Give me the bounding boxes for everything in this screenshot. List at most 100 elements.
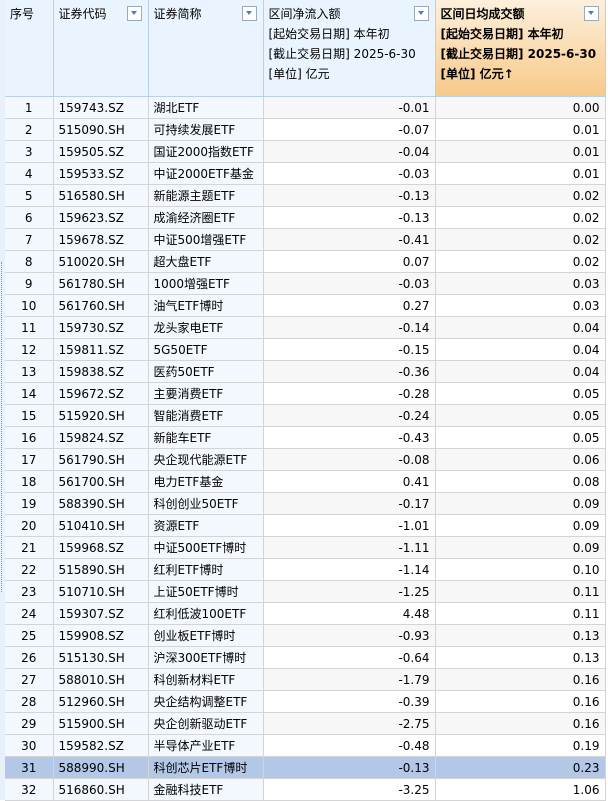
cell-seq[interactable]: 31 bbox=[5, 756, 54, 779]
cell-avg-turnover[interactable]: 0.00 bbox=[435, 96, 606, 119]
table-row[interactable]: 7 159678.SZ 中证500增强ETF -0.41 0.02 bbox=[5, 228, 606, 251]
cell-inflow[interactable]: -1.01 bbox=[263, 514, 436, 537]
cell-seq[interactable]: 13 bbox=[5, 360, 54, 383]
cell-code[interactable]: 588390.SH bbox=[53, 492, 149, 515]
cell-name[interactable]: 上证50ETF博时 bbox=[148, 580, 264, 603]
cell-inflow[interactable]: -0.28 bbox=[263, 382, 436, 405]
cell-name[interactable]: 中证500增强ETF bbox=[148, 228, 264, 251]
cell-seq[interactable]: 18 bbox=[5, 470, 54, 493]
cell-code[interactable]: 159908.SZ bbox=[53, 624, 149, 647]
cell-inflow[interactable]: -0.14 bbox=[263, 316, 436, 339]
cell-avg-turnover[interactable]: 0.02 bbox=[435, 228, 606, 251]
cell-name[interactable]: 金融科技ETF bbox=[148, 778, 264, 801]
cell-name[interactable]: 龙头家电ETF bbox=[148, 316, 264, 339]
cell-name[interactable]: 新能车ETF bbox=[148, 426, 264, 449]
cell-inflow[interactable]: -1.79 bbox=[263, 668, 436, 691]
header-avg-turnover[interactable]: 区间日均成交额 [起始交易日期] 本年初 [截止交易日期] 2025-6-30 … bbox=[435, 0, 606, 97]
cell-code[interactable]: 159968.SZ bbox=[53, 536, 149, 559]
cell-code[interactable]: 159730.SZ bbox=[53, 316, 149, 339]
cell-seq[interactable]: 30 bbox=[5, 734, 54, 757]
cell-code[interactable]: 588990.SH bbox=[53, 756, 149, 779]
table-row[interactable]: 25 159908.SZ 创业板ETF博时 -0.93 0.13 bbox=[5, 624, 606, 647]
header-code[interactable]: 证券代码 bbox=[53, 0, 149, 97]
cell-code[interactable]: 159838.SZ bbox=[53, 360, 149, 383]
cell-avg-turnover[interactable]: 0.04 bbox=[435, 360, 606, 383]
table-row[interactable]: 6 159623.SZ 成渝经济圈ETF -0.13 0.02 bbox=[5, 206, 606, 229]
cell-inflow[interactable]: -1.14 bbox=[263, 558, 436, 581]
cell-name[interactable]: 中证500ETF博时 bbox=[148, 536, 264, 559]
cell-avg-turnover[interactable]: 0.03 bbox=[435, 272, 606, 295]
cell-name[interactable]: 中证2000ETF基金 bbox=[148, 162, 264, 185]
cell-name[interactable]: 新能源主题ETF bbox=[148, 184, 264, 207]
table-row[interactable]: 13 159838.SZ 医药50ETF -0.36 0.04 bbox=[5, 360, 606, 383]
cell-seq[interactable]: 17 bbox=[5, 448, 54, 471]
cell-inflow[interactable]: -0.13 bbox=[263, 184, 436, 207]
cell-seq[interactable]: 27 bbox=[5, 668, 54, 691]
cell-seq[interactable]: 25 bbox=[5, 624, 54, 647]
cell-name[interactable]: 可持续发展ETF bbox=[148, 118, 264, 141]
table-row[interactable]: 24 159307.SZ 红利低波100ETF 4.48 0.11 bbox=[5, 602, 606, 625]
cell-avg-turnover[interactable]: 0.16 bbox=[435, 668, 606, 691]
cell-name[interactable]: 油气ETF博时 bbox=[148, 294, 264, 317]
cell-avg-turnover[interactable]: 0.03 bbox=[435, 294, 606, 317]
cell-inflow[interactable]: -0.15 bbox=[263, 338, 436, 361]
cell-avg-turnover[interactable]: 0.11 bbox=[435, 580, 606, 603]
cell-avg-turnover[interactable]: 0.16 bbox=[435, 712, 606, 735]
cell-avg-turnover[interactable]: 0.23 bbox=[435, 756, 606, 779]
cell-avg-turnover[interactable]: 0.06 bbox=[435, 448, 606, 471]
cell-avg-turnover[interactable]: 0.01 bbox=[435, 140, 606, 163]
cell-name[interactable]: 科创新材料ETF bbox=[148, 668, 264, 691]
filter-dropdown-icon[interactable] bbox=[583, 6, 599, 21]
cell-inflow[interactable]: -0.93 bbox=[263, 624, 436, 647]
cell-name[interactable]: 电力ETF基金 bbox=[148, 470, 264, 493]
cell-code[interactable]: 159307.SZ bbox=[53, 602, 149, 625]
cell-avg-turnover[interactable]: 0.09 bbox=[435, 536, 606, 559]
cell-seq[interactable]: 19 bbox=[5, 492, 54, 515]
cell-avg-turnover[interactable]: 0.05 bbox=[435, 426, 606, 449]
cell-name[interactable]: 5G50ETF bbox=[148, 338, 264, 361]
table-row[interactable]: 11 159730.SZ 龙头家电ETF -0.14 0.04 bbox=[5, 316, 606, 339]
cell-seq[interactable]: 3 bbox=[5, 140, 54, 163]
cell-inflow[interactable]: -0.01 bbox=[263, 96, 436, 119]
cell-name[interactable]: 央企结构调整ETF bbox=[148, 690, 264, 713]
cell-seq[interactable]: 2 bbox=[5, 118, 54, 141]
cell-name[interactable]: 成渝经济圈ETF bbox=[148, 206, 264, 229]
cell-seq[interactable]: 1 bbox=[5, 96, 54, 119]
cell-avg-turnover[interactable]: 0.19 bbox=[435, 734, 606, 757]
cell-code[interactable]: 588010.SH bbox=[53, 668, 149, 691]
cell-inflow[interactable]: 0.27 bbox=[263, 294, 436, 317]
cell-name[interactable]: 国证2000指数ETF bbox=[148, 140, 264, 163]
cell-seq[interactable]: 12 bbox=[5, 338, 54, 361]
cell-name[interactable]: 科创芯片ETF博时 bbox=[148, 756, 264, 779]
cell-code[interactable]: 512960.SH bbox=[53, 690, 149, 713]
table-row[interactable]: 32 516860.SH 金融科技ETF -3.25 1.06 bbox=[5, 778, 606, 801]
table-row[interactable]: 27 588010.SH 科创新材料ETF -1.79 0.16 bbox=[5, 668, 606, 691]
cell-inflow[interactable]: -0.36 bbox=[263, 360, 436, 383]
cell-name[interactable]: 医药50ETF bbox=[148, 360, 264, 383]
table-row[interactable]: 3 159505.SZ 国证2000指数ETF -0.04 0.01 bbox=[5, 140, 606, 163]
table-row[interactable]: 14 159672.SZ 主要消费ETF -0.28 0.05 bbox=[5, 382, 606, 405]
table-row[interactable]: 18 561700.SH 电力ETF基金 0.41 0.08 bbox=[5, 470, 606, 493]
cell-avg-turnover[interactable]: 0.10 bbox=[435, 558, 606, 581]
cell-code[interactable]: 159678.SZ bbox=[53, 228, 149, 251]
table-row[interactable]: 12 159811.SZ 5G50ETF -0.15 0.04 bbox=[5, 338, 606, 361]
cell-inflow[interactable]: -0.03 bbox=[263, 162, 436, 185]
cell-code[interactable]: 515130.SH bbox=[53, 646, 149, 669]
cell-seq[interactable]: 15 bbox=[5, 404, 54, 427]
cell-avg-turnover[interactable]: 0.09 bbox=[435, 514, 606, 537]
cell-code[interactable]: 561790.SH bbox=[53, 448, 149, 471]
cell-inflow[interactable]: -3.25 bbox=[263, 778, 436, 801]
table-row[interactable]: 2 515090.SH 可持续发展ETF -0.07 0.01 bbox=[5, 118, 606, 141]
cell-code[interactable]: 159623.SZ bbox=[53, 206, 149, 229]
table-row[interactable]: 5 516580.SH 新能源主题ETF -0.13 0.02 bbox=[5, 184, 606, 207]
cell-seq[interactable]: 24 bbox=[5, 602, 54, 625]
cell-code[interactable]: 515920.SH bbox=[53, 404, 149, 427]
cell-code[interactable]: 159505.SZ bbox=[53, 140, 149, 163]
cell-code[interactable]: 510410.SH bbox=[53, 514, 149, 537]
cell-avg-turnover[interactable]: 0.04 bbox=[435, 338, 606, 361]
cell-avg-turnover[interactable]: 0.02 bbox=[435, 184, 606, 207]
cell-avg-turnover[interactable]: 0.01 bbox=[435, 118, 606, 141]
cell-seq[interactable]: 28 bbox=[5, 690, 54, 713]
cell-avg-turnover[interactable]: 0.09 bbox=[435, 492, 606, 515]
filter-dropdown-icon[interactable] bbox=[413, 6, 429, 21]
